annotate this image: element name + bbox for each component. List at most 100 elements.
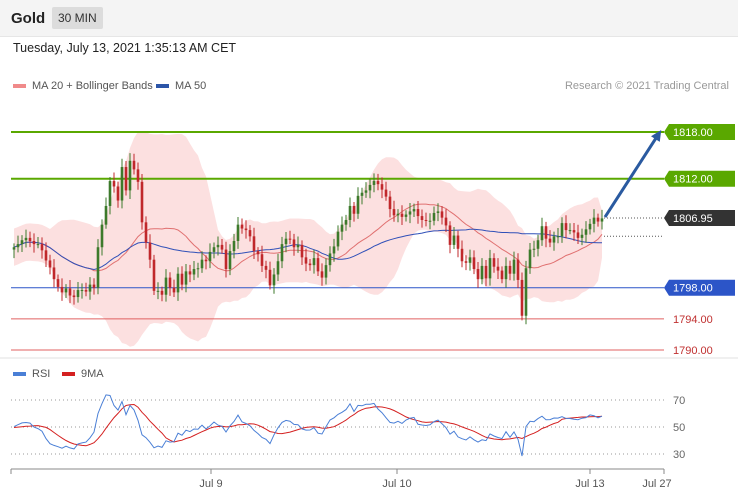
- candle-body: [156, 290, 160, 292]
- candle-body: [348, 205, 352, 220]
- price-tag-box: [664, 170, 735, 187]
- candle-body: [600, 218, 604, 222]
- candle-body: [264, 265, 268, 270]
- candle-body: [96, 247, 100, 288]
- legend-ma20: MA 20 + Bollinger Bands: [13, 80, 153, 92]
- candle-body: [216, 244, 220, 248]
- ma50-swatch: [156, 84, 169, 88]
- candle-body: [432, 212, 436, 221]
- price-tag-label: 1812.00: [673, 174, 713, 186]
- candle-body: [596, 217, 600, 222]
- candle-body: [468, 257, 472, 263]
- candle-body: [292, 239, 296, 248]
- chart-datetime: Tuesday, July 13, 2021 1:35:13 AM CET: [13, 41, 237, 55]
- candle-body: [544, 226, 548, 239]
- candle-body: [256, 251, 260, 255]
- rsi-9ma-line: [13, 403, 603, 447]
- candle-body: [584, 229, 588, 235]
- candle-body: [300, 244, 304, 258]
- candle-body: [64, 288, 68, 293]
- candle-body: [312, 258, 316, 266]
- candle-body: [496, 266, 500, 271]
- candle-body: [492, 258, 496, 267]
- candle-body: [500, 270, 504, 280]
- candle-body: [144, 222, 148, 243]
- top-bar: Gold 30 MIN: [0, 0, 738, 37]
- candle-body: [364, 190, 368, 193]
- candle-body: [196, 268, 200, 270]
- candle-body: [84, 290, 88, 292]
- rsi-swatch: [13, 372, 26, 376]
- candle-body: [68, 288, 72, 296]
- candle-body: [180, 273, 184, 285]
- candle-body: [220, 244, 224, 250]
- legend-9ma: 9MA: [62, 368, 104, 380]
- candle-body: [576, 232, 580, 238]
- candle-body: [120, 167, 124, 201]
- timeframe-badge[interactable]: 30 MIN: [52, 7, 103, 29]
- candle-body: [80, 290, 84, 292]
- candle-body: [452, 235, 456, 245]
- candle-body: [172, 287, 176, 293]
- candle-body: [228, 251, 232, 270]
- candle-body: [580, 234, 584, 238]
- price-tag-label: 1798.00: [673, 283, 713, 295]
- candle-body: [428, 220, 432, 222]
- candle-body: [52, 267, 56, 280]
- candle-body: [512, 259, 516, 274]
- legend-ma50: MA 50: [156, 80, 206, 92]
- candle-body: [168, 277, 172, 288]
- candle-body: [476, 269, 480, 280]
- candle-body: [352, 205, 356, 214]
- candle-body: [124, 167, 128, 191]
- price-tag-label: 1806.95: [673, 213, 713, 225]
- candle-body: [20, 240, 24, 245]
- candle-body: [176, 273, 180, 293]
- forecast-arrow-shaft: [603, 134, 660, 218]
- candle-body: [356, 195, 360, 214]
- candle-body: [44, 250, 48, 261]
- ma20-line: [13, 203, 603, 272]
- candle-body: [244, 228, 248, 231]
- x-tick-label-jul-10: Jul 10: [382, 478, 411, 490]
- candle-body: [528, 249, 532, 269]
- candle-body: [112, 181, 116, 187]
- candle-body: [232, 241, 236, 252]
- rsi-label: RSI: [32, 368, 51, 380]
- candle-body: [304, 257, 308, 264]
- candlesticks: [12, 153, 604, 325]
- candle-body: [416, 209, 420, 217]
- ma9-label: 9MA: [81, 368, 104, 380]
- candle-body: [424, 219, 428, 221]
- forecast-arrow-head: [651, 129, 662, 142]
- candle-body: [204, 259, 208, 262]
- candle-body: [464, 261, 468, 263]
- candle-body: [588, 223, 592, 230]
- candle-body: [72, 295, 76, 298]
- candle-body: [344, 219, 348, 225]
- price-tag-1794.00: 1794.00: [673, 314, 713, 326]
- candle-body: [400, 213, 404, 217]
- candle-body: [440, 211, 444, 218]
- candle-body: [388, 196, 392, 210]
- candle-body: [336, 231, 340, 247]
- ma20-label: MA 20 + Bollinger Bands: [32, 80, 153, 92]
- price-tag-box: [664, 279, 735, 296]
- candle-body: [548, 238, 552, 243]
- ma9-swatch: [62, 372, 75, 376]
- candle-body: [460, 248, 464, 262]
- candle-body: [136, 169, 140, 182]
- price-tag-1798.00: 1798.00: [664, 279, 735, 296]
- candle-body: [184, 271, 188, 285]
- price-tag-1818.00: 1818.00: [664, 124, 735, 140]
- candle-body: [524, 268, 528, 316]
- candle-body: [280, 244, 284, 262]
- x-tick-label-jul-9: Jul 9: [199, 478, 222, 490]
- candle-body: [132, 160, 136, 170]
- price-tag-box: [664, 210, 735, 227]
- candle-body: [592, 217, 596, 224]
- candle-body: [56, 279, 60, 287]
- candle-body: [60, 286, 64, 293]
- candle-body: [268, 269, 272, 286]
- candle-body: [444, 217, 448, 226]
